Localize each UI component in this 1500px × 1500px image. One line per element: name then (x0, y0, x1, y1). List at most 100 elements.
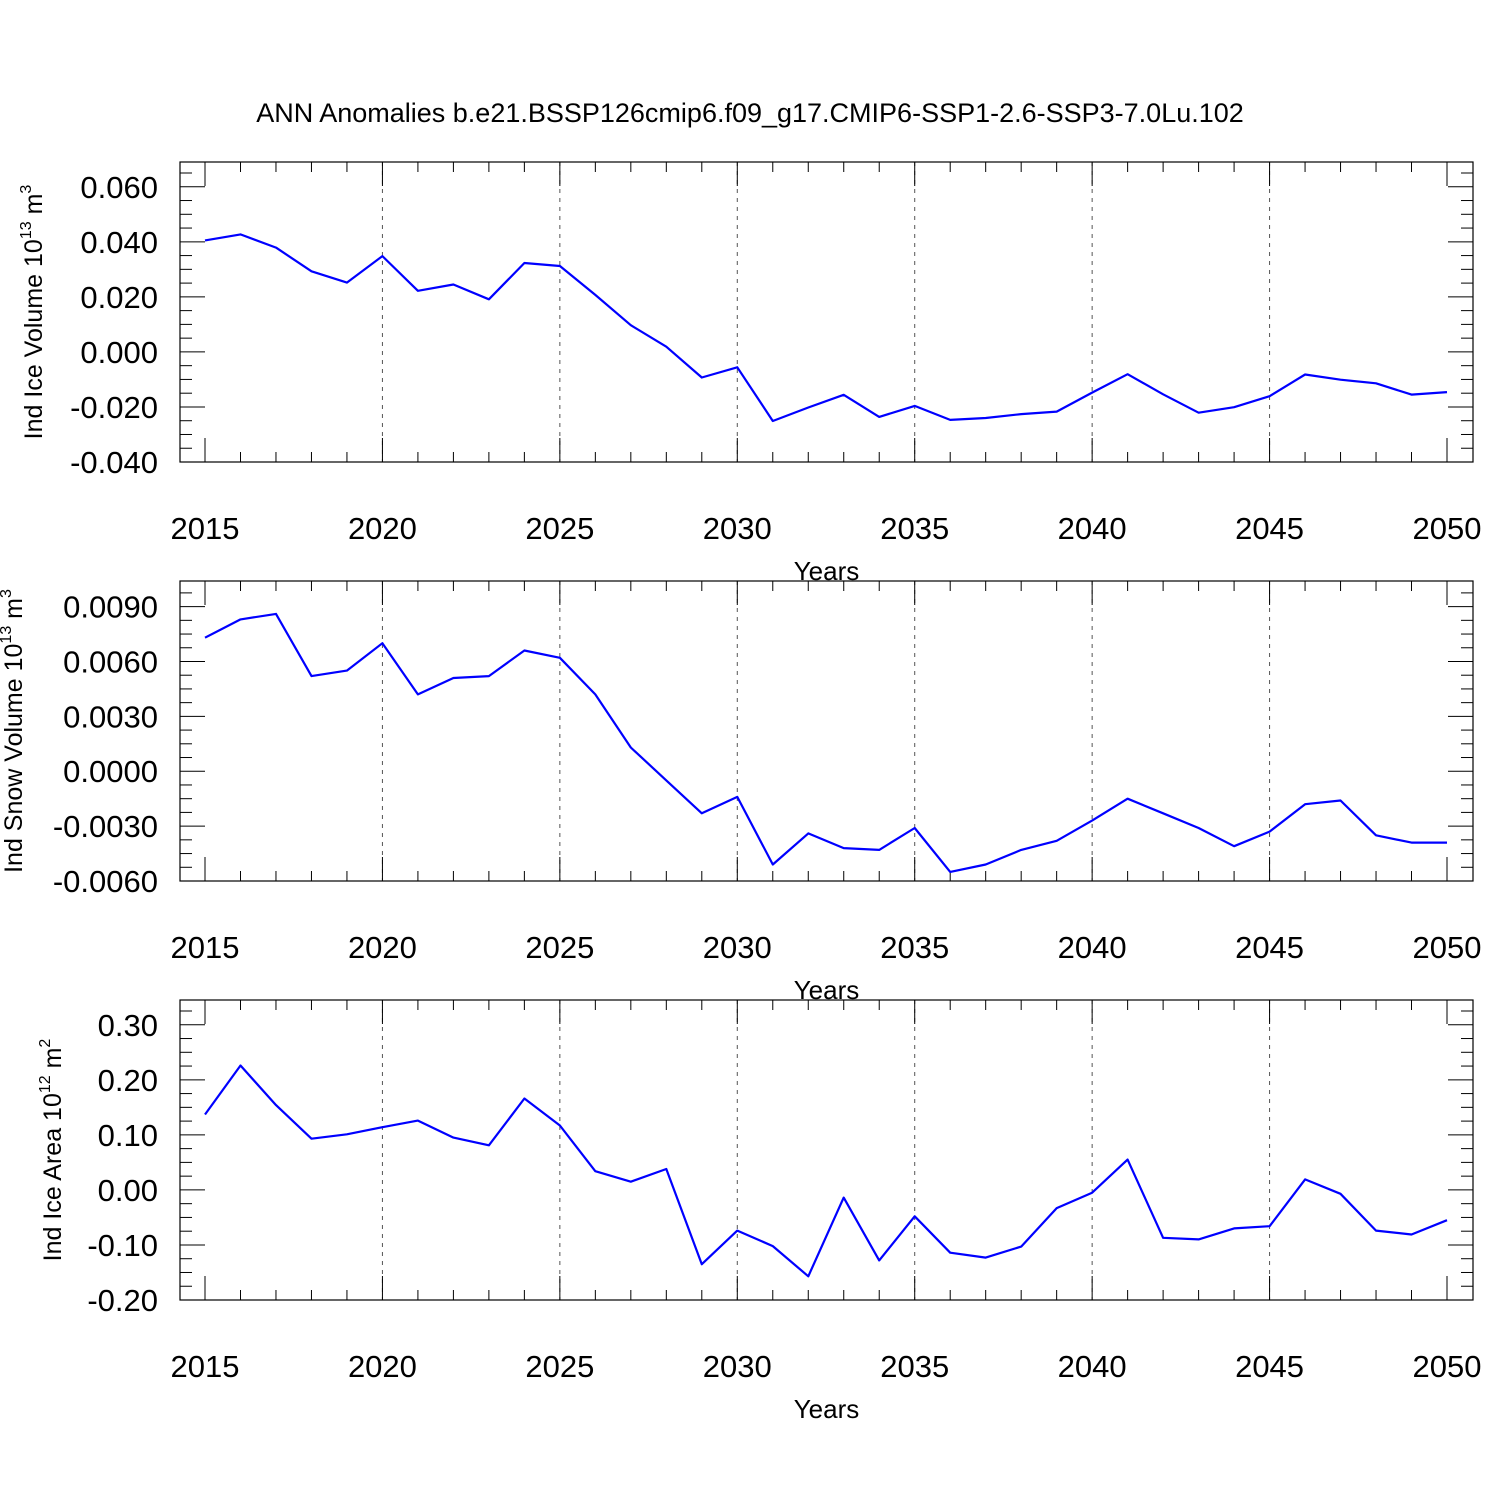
data-point (665, 779, 667, 781)
data-point (772, 1245, 774, 1247)
y-tick-label: -0.040 (70, 445, 158, 480)
data-point (204, 637, 206, 639)
x-tick-label: 2030 (703, 1349, 772, 1384)
series-line (204, 612, 1447, 874)
y-axis-label: Ind Ice Area 1012 m2 (37, 1039, 67, 1262)
x-tick-label: 2045 (1235, 930, 1304, 965)
data-point (1198, 827, 1200, 829)
x-tick-label: 2050 (1413, 930, 1482, 965)
data-point (985, 864, 987, 866)
data-point (346, 282, 348, 284)
y-tick-label: -0.020 (70, 390, 158, 425)
data-point (417, 693, 419, 695)
series-line (204, 1064, 1448, 1278)
y-tick-label: 0.20 (98, 1063, 158, 1098)
x-tick-label: 2025 (525, 930, 594, 965)
data-point (1446, 842, 1448, 844)
data-point (1233, 845, 1235, 847)
data-point (985, 1257, 987, 1259)
y-tick-label: 0.020 (80, 280, 158, 315)
x-tick-label: 2045 (1235, 511, 1304, 546)
figure-title: ANN Anomalies b.e21.BSSP126cmip6.f09_g17… (256, 98, 1244, 128)
x-tick-label: 2035 (880, 1349, 949, 1384)
data-point (204, 239, 206, 241)
y-tick-label: 0.0090 (63, 590, 158, 625)
data-point (1162, 1237, 1164, 1239)
chart-panel-1: 2015 2020 2025 2030 2035 2040 2045 2050Years-0.… (18, 161, 1481, 586)
data-point (488, 298, 490, 300)
y-tick-label: 0.00 (98, 1173, 158, 1208)
data-point (381, 1126, 383, 1128)
data-point (772, 864, 774, 866)
data-point (1198, 1238, 1200, 1240)
data-point (914, 1215, 916, 1217)
data-point (346, 670, 348, 672)
x-tick-label: 2020 (348, 930, 417, 965)
data-point (488, 1144, 490, 1146)
data-point (559, 657, 561, 659)
data-point (1091, 1192, 1093, 1194)
y-tick-label: 0.0060 (63, 644, 158, 679)
data-point (1375, 382, 1377, 384)
data-point (523, 650, 525, 652)
x-tick-label: 2040 (1058, 1349, 1127, 1384)
data-point (1304, 803, 1306, 805)
data-point (1304, 373, 1306, 375)
data-point (1340, 1193, 1342, 1195)
data-point (1091, 820, 1093, 822)
data-point (701, 377, 703, 379)
data-point (381, 255, 383, 257)
data-point (523, 262, 525, 264)
data-point (843, 1197, 845, 1199)
data-point (1233, 1227, 1235, 1229)
data-point (630, 324, 632, 326)
data-point (1340, 379, 1342, 381)
y-tick-label: 0.10 (98, 1118, 158, 1153)
data-point (417, 290, 419, 292)
data-point (239, 233, 241, 235)
data-point (1375, 834, 1377, 836)
data-point (878, 1259, 880, 1261)
data-point (630, 1181, 632, 1183)
data-point (1056, 411, 1058, 413)
data-point (488, 675, 490, 677)
data-point (1056, 1207, 1058, 1209)
chart-panel-3: 2015 2020 2025 2030 2035 2040 2045 2050 Years -0.… (37, 999, 1481, 1424)
data-point (1269, 831, 1271, 833)
data-point (1446, 391, 1448, 393)
x-tick-label: 2020 (348, 511, 417, 546)
x-tick-label: 2030 (703, 930, 772, 965)
data-point (949, 871, 951, 873)
data-point (239, 1065, 241, 1067)
data-point (594, 294, 596, 296)
data-point (1056, 840, 1058, 842)
data-point (1162, 812, 1164, 814)
data-point (417, 1120, 419, 1122)
x-tick-label: 2030 (703, 511, 772, 546)
data-point (594, 1170, 596, 1172)
data-point (452, 677, 454, 679)
data-point (1411, 1233, 1413, 1235)
data-point (275, 613, 277, 615)
data-point (559, 265, 561, 267)
x-tick-label: 2015 (171, 930, 240, 965)
x-tick-label: 2015 (171, 511, 240, 546)
data-point (1020, 1246, 1022, 1248)
data-point (949, 419, 951, 421)
data-point (1233, 406, 1235, 408)
y-tick-label: -0.20 (87, 1283, 158, 1318)
data-point (985, 417, 987, 419)
data-point (452, 283, 454, 285)
y-tick-label: 0.000 (80, 335, 158, 370)
data-point (1127, 373, 1129, 375)
plot-frame (179, 999, 1474, 1301)
data-point (878, 849, 880, 851)
x-tick-label: 2025 (525, 511, 594, 546)
y-tick-label: -0.0060 (53, 864, 158, 899)
data-point (1340, 800, 1342, 802)
x-tick-label: 2025 (525, 1349, 594, 1384)
data-point (665, 346, 667, 348)
data-point (807, 832, 809, 834)
data-point (1162, 393, 1164, 395)
data-point (1127, 798, 1129, 800)
